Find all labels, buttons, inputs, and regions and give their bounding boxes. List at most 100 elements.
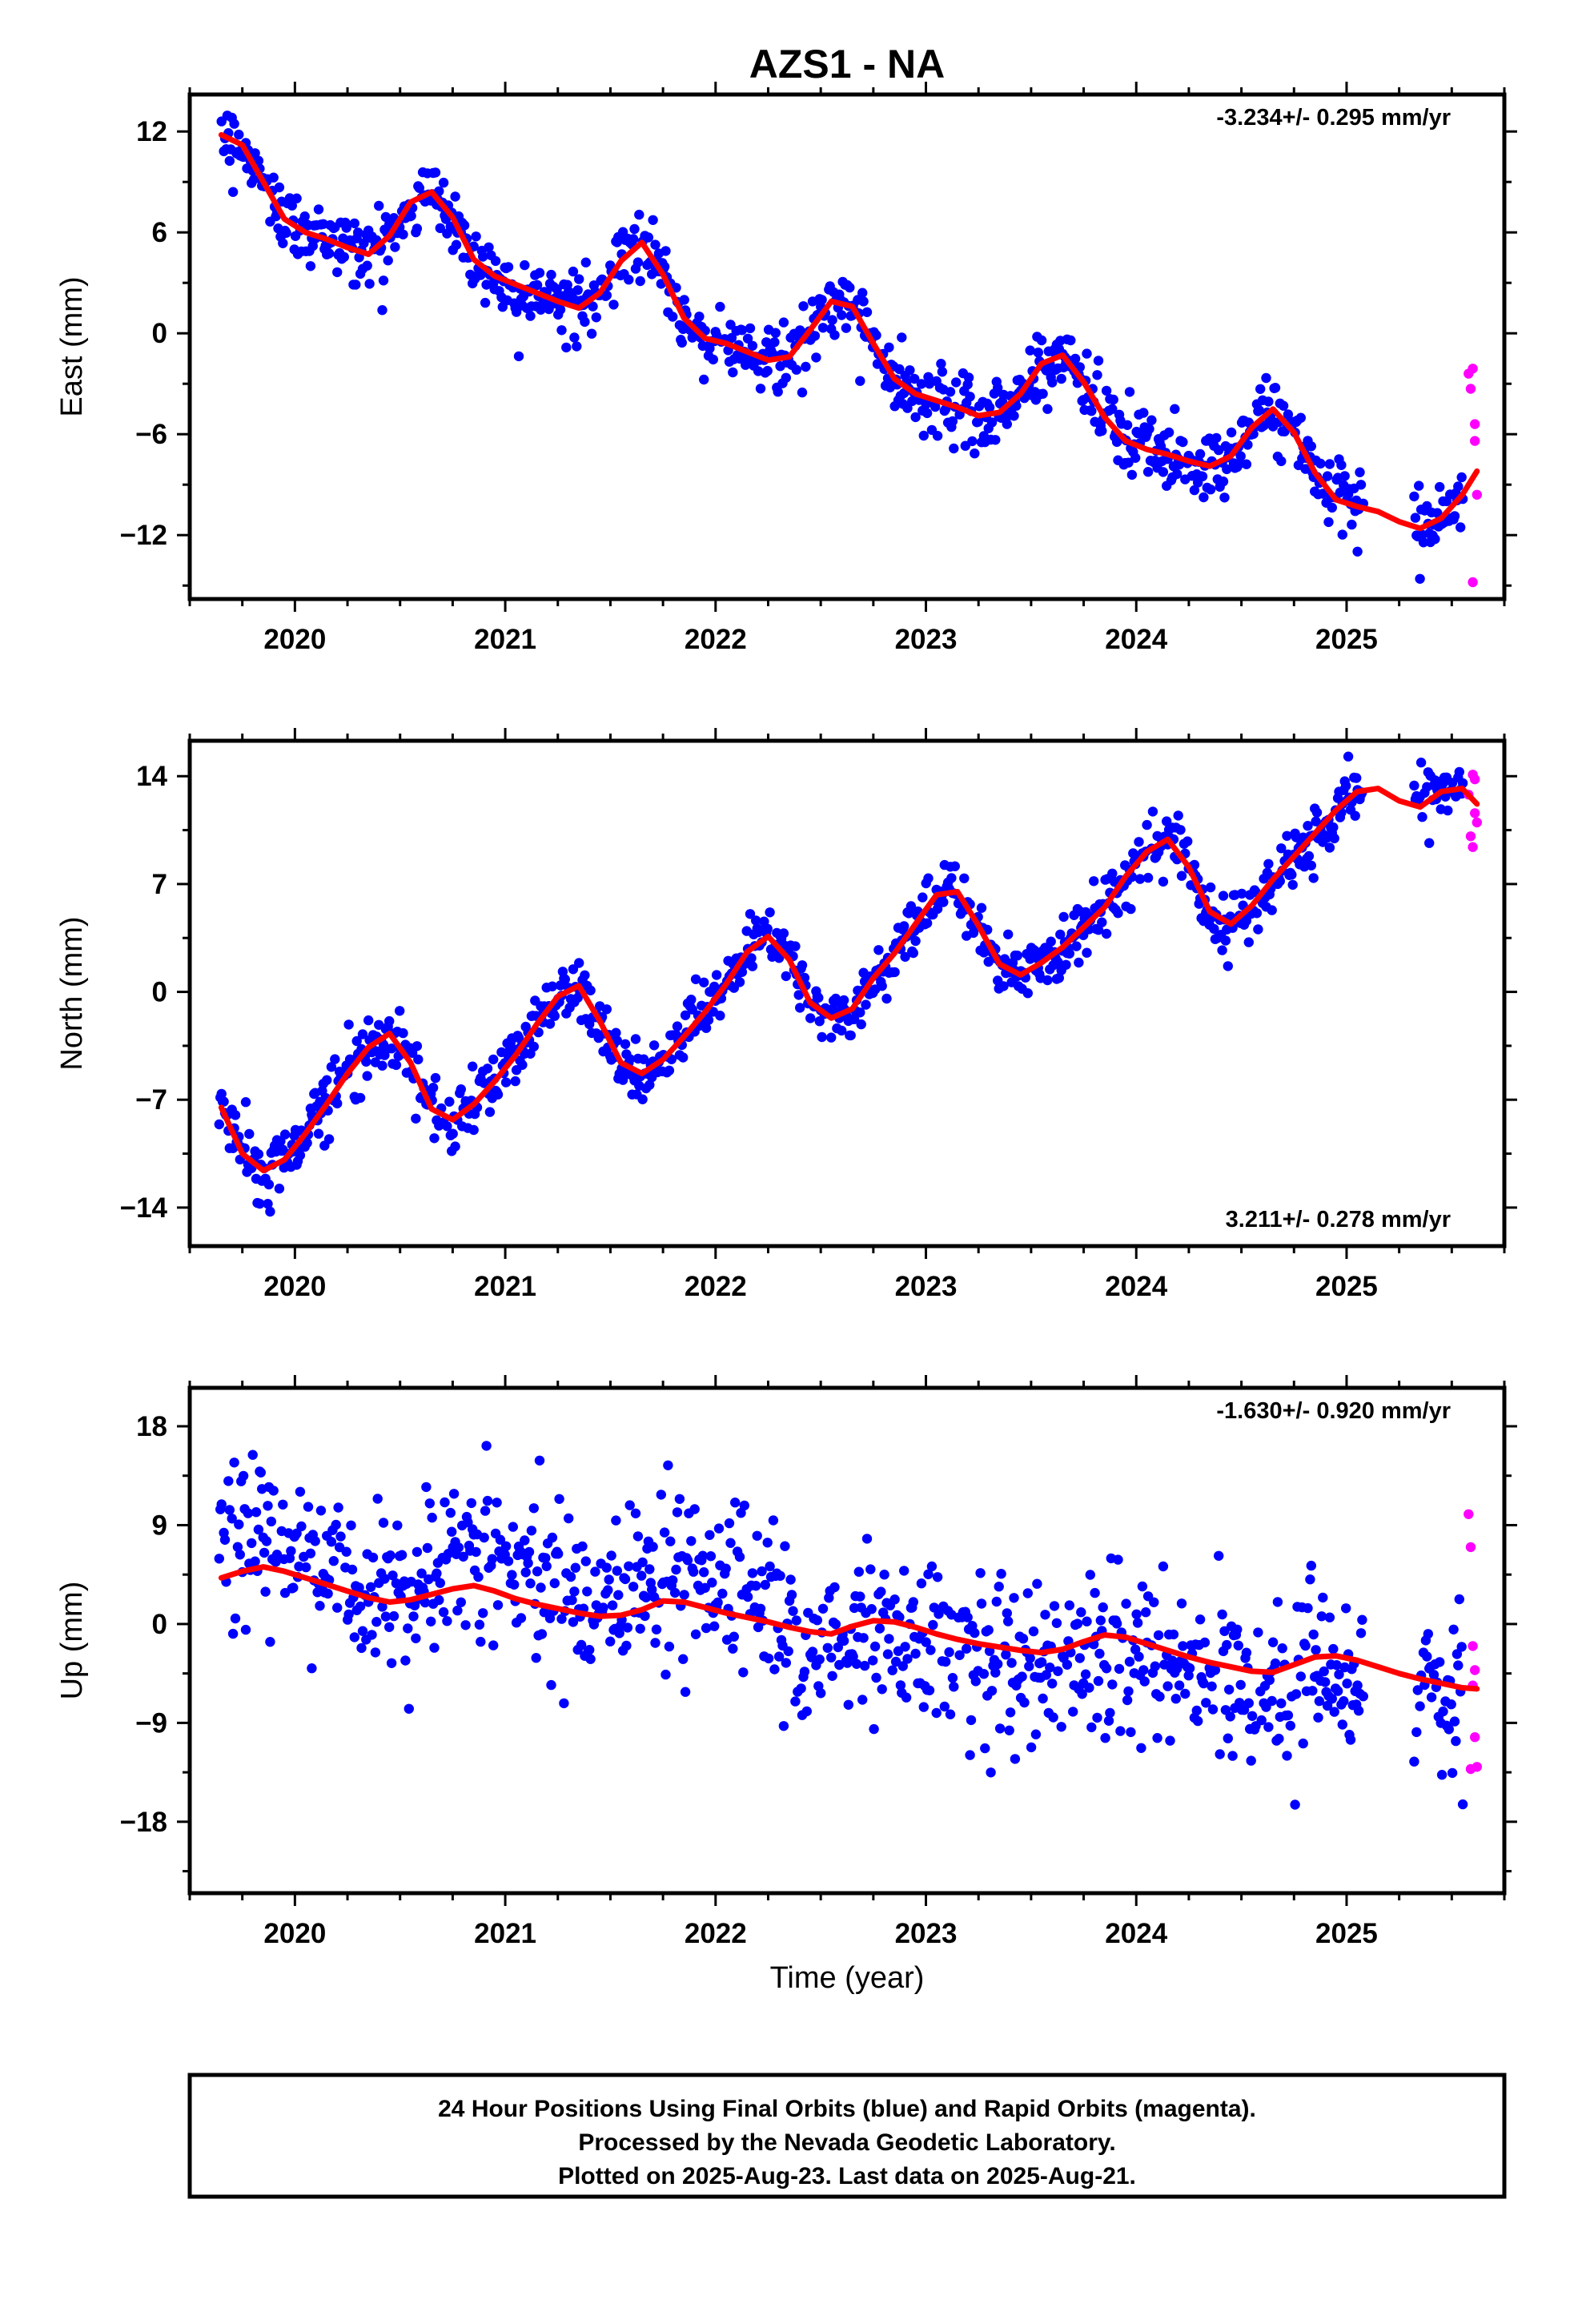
y-tick-label: −7 <box>135 1084 167 1116</box>
data-point <box>1180 1688 1191 1699</box>
x-tick-label: 2024 <box>1105 624 1167 655</box>
data-point <box>620 1039 631 1050</box>
data-point <box>1247 1711 1258 1721</box>
data-point <box>678 1052 689 1063</box>
data-point <box>427 1512 437 1523</box>
data-point <box>1277 1643 1287 1654</box>
data-point <box>601 290 612 300</box>
data-point <box>1053 1666 1063 1676</box>
data-point <box>224 155 235 167</box>
data-point <box>713 1597 723 1608</box>
data-point <box>648 1040 660 1051</box>
data-point <box>488 1640 499 1651</box>
data-point <box>1322 471 1333 481</box>
data-point <box>876 1586 886 1597</box>
data-point <box>286 1546 296 1557</box>
data-point <box>268 172 279 183</box>
data-point <box>1222 1639 1232 1651</box>
data-point <box>442 1616 452 1626</box>
data-point <box>355 1601 366 1612</box>
data-point <box>1275 876 1286 887</box>
data-point <box>240 1097 251 1108</box>
data-point <box>1303 821 1313 831</box>
data-point <box>807 1647 818 1657</box>
data-point <box>1173 810 1183 821</box>
final-orbit-points <box>214 1441 1483 1810</box>
data-point <box>1158 1561 1169 1572</box>
footer-line-3: Plotted on 2025-Aug-23. Last data on 202… <box>558 2163 1136 2189</box>
x-tick-label: 2024 <box>1105 1271 1167 1302</box>
data-point <box>580 1556 591 1566</box>
data-point <box>1320 1677 1331 1687</box>
data-point <box>1438 1706 1448 1717</box>
data-point <box>1219 1626 1230 1637</box>
data-point <box>301 1562 311 1573</box>
data-point <box>996 1569 1006 1579</box>
data-point <box>1217 945 1227 955</box>
data-point <box>287 200 297 211</box>
data-point <box>528 1503 539 1514</box>
data-point <box>356 1642 367 1654</box>
data-point <box>990 435 1001 445</box>
data-point <box>813 992 824 1003</box>
data-point <box>1432 508 1443 518</box>
data-point <box>638 1054 649 1064</box>
data-point <box>1435 1657 1445 1667</box>
data-point <box>528 1041 539 1052</box>
data-point <box>347 1564 358 1575</box>
data-point <box>1409 1756 1419 1767</box>
data-point <box>699 1567 709 1578</box>
data-point <box>406 211 416 221</box>
data-point <box>315 1506 327 1516</box>
data-point <box>263 1199 273 1209</box>
y-tick-label: 7 <box>152 869 167 900</box>
data-point <box>636 1570 647 1581</box>
data-point <box>1285 1720 1296 1731</box>
model-curve <box>218 1564 1480 1692</box>
data-point <box>612 1566 622 1576</box>
y-tick-label: 0 <box>152 318 167 349</box>
data-point <box>797 387 808 398</box>
data-point <box>556 1614 567 1624</box>
data-point <box>798 301 809 312</box>
rapid-point <box>1468 1641 1478 1651</box>
data-point <box>440 1497 450 1508</box>
data-point <box>1174 1680 1185 1691</box>
data-point <box>450 1141 460 1152</box>
data-point <box>1199 492 1209 503</box>
data-point <box>661 246 671 256</box>
data-point <box>760 1579 770 1590</box>
rapid-point <box>1468 770 1478 780</box>
data-point <box>383 255 393 266</box>
data-point <box>1456 522 1466 533</box>
data-point <box>326 1062 337 1072</box>
data-point <box>1223 961 1234 971</box>
data-point <box>1355 467 1365 477</box>
data-point <box>690 1629 701 1640</box>
data-point <box>632 1531 644 1542</box>
data-point <box>1086 406 1097 416</box>
data-point <box>672 1507 683 1518</box>
data-point <box>643 232 654 243</box>
data-point <box>963 372 974 383</box>
data-point <box>791 364 801 375</box>
data-point <box>1251 908 1263 919</box>
data-point <box>1105 1707 1115 1719</box>
data-point <box>357 1626 368 1636</box>
data-point <box>1028 1626 1039 1637</box>
data-point <box>1074 1653 1086 1663</box>
data-point <box>817 1031 827 1043</box>
data-point <box>866 1604 877 1614</box>
data-point <box>1017 1671 1027 1682</box>
data-point <box>1025 345 1035 356</box>
data-point <box>1347 519 1357 530</box>
data-point <box>1345 1735 1356 1745</box>
data-point <box>640 1592 652 1602</box>
data-point <box>266 1516 276 1527</box>
data-point <box>1122 1695 1133 1706</box>
data-point <box>1287 870 1297 880</box>
data-point <box>848 1651 858 1662</box>
data-point <box>934 1609 944 1619</box>
data-point <box>478 1608 488 1618</box>
x-axis-label: Time (year) <box>770 1961 925 1995</box>
